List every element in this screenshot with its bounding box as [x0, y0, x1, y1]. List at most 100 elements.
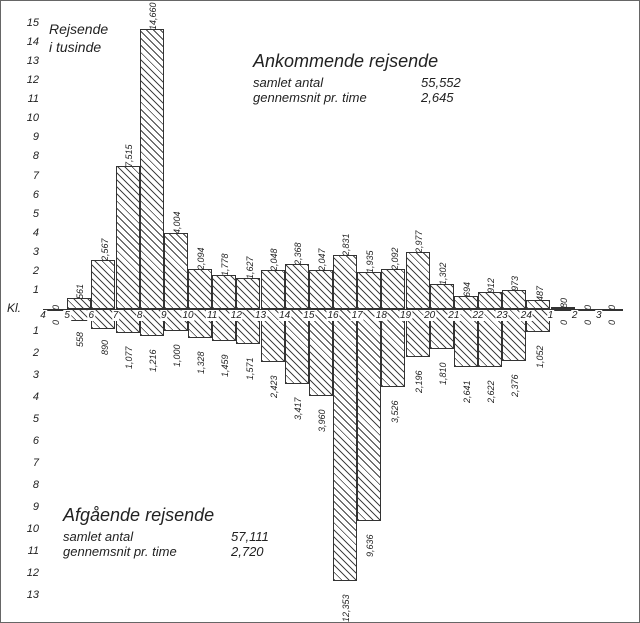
top-bar-label: 973 [510, 276, 520, 291]
x-tick-label: 13 [254, 310, 267, 321]
y-bottom-tick-label: 5 [9, 413, 43, 425]
x-tick-label: 2 [571, 310, 579, 321]
bottom-bar-label: 2,423 [269, 376, 279, 399]
bottom-bar-label: 1,052 [535, 346, 545, 369]
bottom-bar-label: 2,641 [462, 381, 472, 404]
top-bar-label: 2,094 [196, 248, 206, 271]
top-bar-label: 561 [75, 284, 85, 299]
x-tick-label: 9 [160, 310, 168, 321]
y-top-tick-label: 9 [9, 131, 43, 143]
bottom-bar-label: 1,216 [148, 349, 158, 372]
top-bar [406, 252, 430, 309]
x-tick-label: 18 [375, 310, 388, 321]
top-bar [454, 296, 478, 309]
x-tick-label: 20 [423, 310, 436, 321]
bottom-bar-label: 3,417 [293, 398, 303, 421]
x-tick-label: 14 [278, 310, 291, 321]
y-top-tick-label: 10 [9, 112, 43, 124]
x-tick-label: 1 [547, 310, 555, 321]
y-bottom-tick-label: 3 [9, 369, 43, 381]
top-bar-label: 4,004 [172, 211, 182, 234]
y-bottom-tick-label: 7 [9, 457, 43, 469]
x-tick-label: 6 [88, 310, 96, 321]
bottom-bar [309, 309, 333, 396]
bottom-bar-label: 1,000 [172, 344, 182, 367]
bottom-bar-label: 1,571 [245, 357, 255, 380]
top-bar [188, 269, 212, 309]
x-axis-prefix: Kl. [7, 301, 21, 315]
top-bar [236, 278, 260, 309]
y-top-tick-label: 11 [9, 93, 43, 105]
top-bar-label: 7,515 [124, 144, 134, 167]
top-bar-label: 1,935 [365, 251, 375, 274]
top-bar [261, 270, 285, 309]
y-bottom-tick-label: 1 [9, 325, 43, 337]
top-bar [478, 292, 502, 309]
bottom-bar-label: 0 [583, 320, 593, 325]
bottom-bar-label: 1,077 [124, 346, 134, 369]
top-bar [285, 264, 309, 309]
top-bar-label: 2,368 [293, 242, 303, 265]
y-top-tick-label: 5 [9, 208, 43, 220]
top-bar [116, 166, 140, 309]
y-top-tick-label: 14 [9, 36, 43, 48]
x-tick-label: 17 [351, 310, 364, 321]
top-bar-label: 0 [51, 305, 61, 310]
x-tick-label: 5 [63, 310, 71, 321]
top-bar-label: 487 [535, 286, 545, 301]
x-tick-label: 12 [230, 310, 243, 321]
top-bar-label: 1,778 [220, 254, 230, 277]
bottom-bar-label: 9,636 [365, 534, 375, 557]
y-top-tick-label: 8 [9, 150, 43, 162]
x-tick-label: 15 [302, 310, 315, 321]
top-bar-label: 2,047 [317, 248, 327, 271]
x-tick-label: 21 [447, 310, 460, 321]
y-top-tick-label: 13 [9, 55, 43, 67]
top-bar-label: 1,302 [438, 263, 448, 286]
y-bottom-tick-label: 4 [9, 391, 43, 403]
y-bottom-tick-label: 11 [9, 545, 43, 557]
bottom-bar [333, 309, 357, 581]
top-bar [502, 290, 526, 309]
top-bar [212, 275, 236, 309]
y-bottom-tick-label: 12 [9, 567, 43, 579]
y-bottom-tick-label: 9 [9, 501, 43, 513]
x-tick-label: 3 [595, 310, 603, 321]
y-top-tick-label: 2 [9, 265, 43, 277]
top-bar [526, 300, 550, 309]
y-bottom-tick-label: 8 [9, 479, 43, 491]
x-tick-label: 10 [181, 310, 194, 321]
y-top-tick-label: 7 [9, 170, 43, 182]
bottom-bar-label: 3,526 [390, 400, 400, 423]
y-top-tick-label: 12 [9, 74, 43, 86]
bottom-bar-label: 1,328 [196, 352, 206, 375]
bottom-bar-label: 2,376 [510, 375, 520, 398]
y-top-tick-label: 1 [9, 284, 43, 296]
x-tick-label: 8 [136, 310, 144, 321]
bars-layer: 005615582,5678907,5151,07714,6601,2164,0… [43, 13, 623, 605]
top-bar [91, 260, 115, 309]
chart-container: Rejsende i tusinde Ankommende rejsende s… [0, 0, 640, 623]
top-bar [381, 269, 405, 309]
top-bar [164, 233, 188, 309]
bottom-bar-label: 1,459 [220, 355, 230, 378]
top-bar-label: 2,831 [341, 233, 351, 256]
x-tick-label: 22 [471, 310, 484, 321]
top-bar-label: 912 [486, 278, 496, 293]
top-bar-label: 2,977 [414, 231, 424, 254]
bottom-bar [357, 309, 381, 521]
bottom-bar-label: 2,196 [414, 371, 424, 394]
bottom-bar-label: 1,810 [438, 362, 448, 385]
bottom-bar-label: 2,622 [486, 380, 496, 403]
bottom-bar-label: 3,960 [317, 410, 327, 433]
top-bar-label: 0 [607, 305, 617, 310]
x-tick-label: 4 [39, 310, 47, 321]
bottom-bar-label: 12,353 [341, 594, 351, 622]
top-bar-label: 2,092 [390, 248, 400, 271]
y-bottom-tick-label: 6 [9, 435, 43, 447]
top-bar [357, 272, 381, 309]
top-bar [333, 255, 357, 309]
plot-frame: Rejsende i tusinde Ankommende rejsende s… [43, 13, 623, 605]
x-tick-label: 16 [326, 310, 339, 321]
top-bar-label: 0 [583, 305, 593, 310]
